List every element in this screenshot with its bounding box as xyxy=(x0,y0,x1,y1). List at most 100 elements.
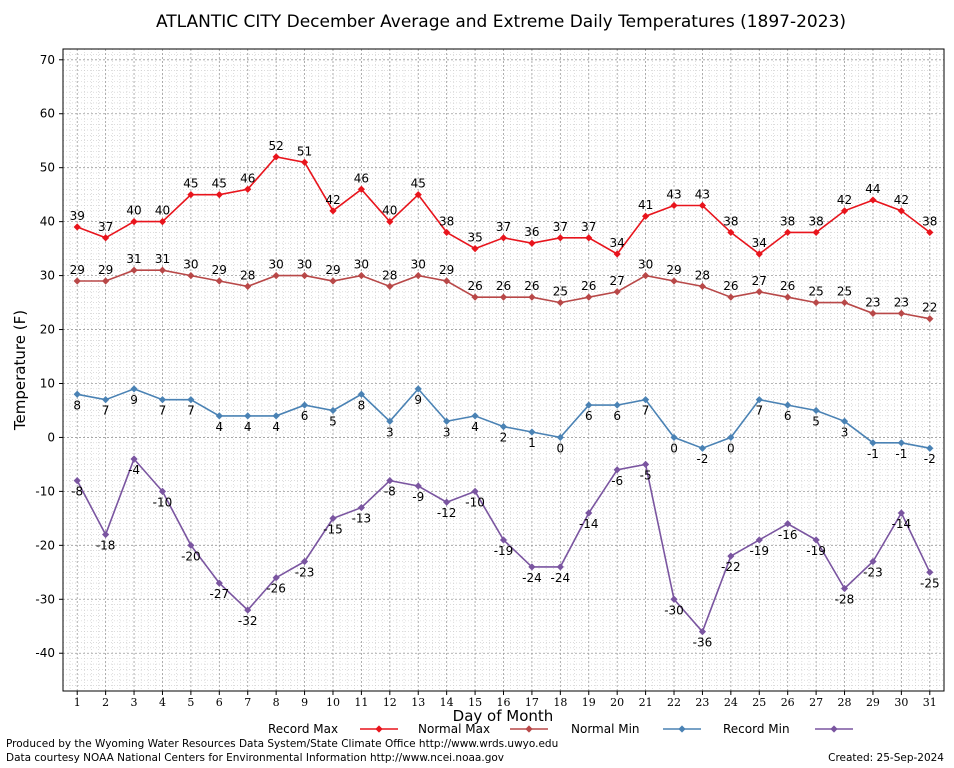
record-max-point xyxy=(784,228,792,237)
normal-min-data-label: 8 xyxy=(358,398,366,412)
y-tick-label: 60 xyxy=(40,107,55,121)
record-min-point xyxy=(386,476,394,485)
y-tick-label: 0 xyxy=(47,430,55,444)
record-max-point xyxy=(812,228,820,237)
record-min-data-label: -30 xyxy=(664,603,684,617)
normal-max-data-label: 30 xyxy=(411,258,426,272)
record-max-data-label: 45 xyxy=(411,177,426,191)
y-tick-label: -10 xyxy=(35,484,55,498)
normal-min-point xyxy=(869,439,877,447)
record-max-data-label: 46 xyxy=(354,171,369,185)
normal-min-point xyxy=(727,433,735,442)
record-max-data-label: 38 xyxy=(439,214,454,228)
normal-max-data-label: 22 xyxy=(922,301,937,315)
normal-min-point xyxy=(244,412,252,420)
normal-max-point xyxy=(585,293,593,301)
x-tick-label: 28 xyxy=(838,696,852,709)
record-min-point xyxy=(926,568,934,576)
record-min-data-label: -25 xyxy=(920,576,940,590)
record-max-point xyxy=(300,158,309,166)
normal-max-point xyxy=(784,293,792,301)
footer-data-courtesy: Data courtesy NOAA National Centers for … xyxy=(6,752,505,764)
normal-min-point xyxy=(272,412,280,420)
record-min-data-label: -5 xyxy=(640,468,652,482)
normal-min-point xyxy=(102,396,110,404)
y-tick-label: 40 xyxy=(40,215,55,229)
normal-min-point xyxy=(386,417,394,425)
normal-max-data-label: 30 xyxy=(638,258,653,272)
normal-min-data-label: -2 xyxy=(696,452,708,466)
normal-min-data-label: 7 xyxy=(102,404,110,418)
record-min-data-label: -23 xyxy=(295,566,315,580)
normal-min-data-label: 3 xyxy=(443,425,451,439)
normal-max-data-label: 30 xyxy=(269,258,284,272)
x-tick-label: 26 xyxy=(781,696,795,709)
normal-max-point xyxy=(840,298,849,307)
record-max-data-label: 43 xyxy=(695,187,710,201)
record-max-data-label: 42 xyxy=(837,193,852,207)
record-min-data-label: -9 xyxy=(412,490,424,504)
normal-min-data-label: -1 xyxy=(867,447,879,461)
normal-max-data-label: 29 xyxy=(666,263,681,277)
legend-marker-normal-max xyxy=(525,725,533,733)
normal-min-point xyxy=(414,385,422,393)
record-max-data-label: 38 xyxy=(922,214,937,228)
x-tick-label: 14 xyxy=(440,696,454,709)
record-max-data-label: 46 xyxy=(240,171,255,185)
normal-min-point xyxy=(698,444,707,452)
x-tick-label: 31 xyxy=(923,696,937,709)
record-max-data-label: 41 xyxy=(638,198,653,212)
y-tick-label: 30 xyxy=(40,269,55,283)
x-tick-label: 3 xyxy=(131,696,138,709)
normal-max-data-label: 28 xyxy=(695,268,710,282)
record-max-data-label: 37 xyxy=(98,220,113,234)
normal-max-data-label: 23 xyxy=(894,295,909,309)
normal-min-data-label: 2 xyxy=(500,431,508,445)
normal-max-data-label: 23 xyxy=(865,295,880,309)
normal-min-point xyxy=(528,428,536,436)
legend-label-record-max: Record Max xyxy=(268,722,338,736)
record-max-data-label: 44 xyxy=(865,182,880,196)
normal-min-point xyxy=(556,433,564,442)
normal-min-data-label: 6 xyxy=(301,409,309,423)
normal-min-data-label: 3 xyxy=(386,425,394,439)
record-min-data-label: -4 xyxy=(128,463,140,477)
legend-label-normal-max: Normal Max xyxy=(418,722,490,736)
record-max-data-label: 37 xyxy=(496,220,511,234)
normal-min-data-label: 9 xyxy=(414,393,422,407)
y-tick-label: -20 xyxy=(35,538,55,552)
normal-max-data-label: 26 xyxy=(524,279,539,293)
legend-marker-normal-min xyxy=(678,725,686,733)
x-tick-label: 20 xyxy=(610,696,624,709)
normal-min-point xyxy=(471,412,479,420)
normal-min-data-label: 6 xyxy=(784,409,792,423)
normal-min-data-label: -2 xyxy=(924,452,936,466)
normal-max-point xyxy=(187,271,195,280)
x-tick-label: 2 xyxy=(102,696,109,709)
x-tick-label: 25 xyxy=(752,696,766,709)
normal-max-point xyxy=(869,309,877,317)
y-tick-label: -30 xyxy=(35,592,55,606)
record-min-data-label: -14 xyxy=(892,517,912,531)
normal-max-point xyxy=(443,277,451,285)
record-max-point xyxy=(698,201,707,210)
normal-min-data-label: 4 xyxy=(244,420,252,434)
record-min-point xyxy=(187,541,195,549)
record-max-point xyxy=(386,218,394,226)
normal-min-data-label: 1 xyxy=(528,436,536,450)
record-max-point xyxy=(755,250,763,258)
x-tick-label: 9 xyxy=(301,696,308,709)
normal-min-data-label: 7 xyxy=(187,404,195,418)
record-max-point xyxy=(897,207,905,215)
series-record-min: -8 -18 -4 -10 -20 -27 -32 -26 -23 -15 -13 -8 -9 -12 -1… xyxy=(71,455,940,650)
record-max-point xyxy=(102,234,110,242)
record-min-point xyxy=(329,514,337,522)
record-max-point xyxy=(528,239,536,247)
record-min-point xyxy=(755,536,763,544)
x-tick-label: 6 xyxy=(216,696,223,709)
legend-label-normal-min: Normal Min xyxy=(571,722,640,736)
record-min-data-label: -32 xyxy=(238,614,258,628)
x-tick-label: 30 xyxy=(894,696,908,709)
normal-max-point xyxy=(556,298,564,307)
record-min-point xyxy=(698,628,707,636)
